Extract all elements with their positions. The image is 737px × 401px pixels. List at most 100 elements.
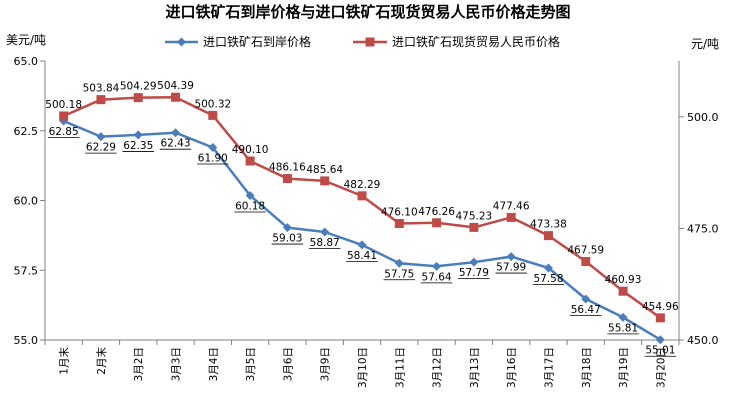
series-1-data-label: 62.43 [160,138,190,150]
series-1-point [357,240,367,250]
series-2-data-label: 476.10 [381,206,418,218]
series-2-point [655,313,665,323]
series-1-point [581,294,591,304]
data-labels: 62.85 62.29 62.35 62.43 61.90 60.18 59.03 58.87… [45,80,679,357]
series-markers [59,92,665,345]
legend-item-arrival-price: 进口铁矿石到岸价格 [165,34,311,49]
x-tick-label: 3月12日 [432,347,444,388]
series-2-data-label: 486.16 [269,162,306,174]
series-1-point [245,190,255,200]
series-1-point [133,130,143,140]
left-y-tick-label: 65.0 [14,55,39,68]
legend-marker-square [365,37,375,47]
series-2-point [618,286,628,296]
left-y-tick-label: 57.5 [14,264,39,277]
series-2-point [133,93,143,103]
right-axis-unit: 元/吨 [691,37,719,51]
x-tick-label: 3月18日 [581,347,593,388]
x-tick-label: 3月17日 [543,347,555,388]
series-2-data-label: 504.39 [157,80,194,92]
series-2-data-label: 473.38 [530,219,567,231]
series-1-point [432,261,442,271]
series-2-point [320,176,330,186]
series-2-data-label: 454.96 [642,301,679,313]
x-tick-label: 3月20日 [655,347,667,388]
series-1-data-label: 58.87 [310,237,340,249]
axes: 55.0 57.5 60.0 62.5 65.0 450.0 475.0 500.0 1月末 2月… [14,55,719,388]
legend-label-arrival-price: 进口铁矿石到岸价格 [203,34,311,49]
series-2-point [506,212,516,222]
series-1-data-label: 58.41 [347,250,377,262]
x-tick-label: 3月4日 [208,347,220,381]
series-1-data-label: 60.18 [235,200,265,212]
x-tick-label: 3月9日 [320,347,332,381]
series-1-point [618,312,628,322]
x-tick-label: 3月6日 [282,347,294,381]
legend-marker-diamond [177,37,186,47]
series-1-data-label: 61.90 [198,152,228,164]
x-tick-label: 3月2日 [133,347,145,381]
series-2-data-label: 475.23 [456,210,493,222]
series-2-point [432,218,442,228]
series-1-data-label: 57.79 [459,267,489,279]
x-tick-label: 3月3日 [171,347,183,381]
series-1-data-label: 55.81 [608,322,638,334]
series-1-point [171,128,181,138]
series-1-point [543,263,553,273]
legend-label-rmb-price: 进口铁矿石现货贸易人民币价格 [392,34,560,49]
series-1-point [96,132,106,142]
series-2-point [171,92,181,102]
series-line-2 [63,95,662,319]
series-1-point [282,223,292,233]
series-2-data-label: 477.46 [493,200,530,212]
series-2-point [581,256,591,266]
series-1-point [394,258,404,268]
series-2-point [96,95,106,105]
series-2-point [208,110,218,120]
series-1-data-label: 57.99 [496,262,526,274]
x-tick-label: 2月末 [95,347,108,375]
left-y-tick-label: 60.0 [14,195,39,208]
series-2-data-label: 490.10 [232,144,269,156]
series-2-data-label: 500.32 [194,98,231,110]
series-2-data-label: 482.29 [344,179,381,191]
series-1-data-label: 57.75 [384,268,414,280]
series-1-data-label: 62.85 [49,126,79,138]
x-tick-label: 3月13日 [469,347,481,388]
series-2-data-label: 500.18 [45,99,82,111]
series-2-point [469,222,479,232]
series-2-point [245,156,255,166]
right-y-tick-label: 450.0 [687,334,719,347]
series-1-point [208,142,218,152]
series-1-point [655,335,665,345]
x-tick-label: 3月19日 [618,347,630,388]
right-y-tick-label: 475.0 [687,222,719,235]
series-2-point [394,218,404,228]
series-1-data-label: 62.29 [86,142,116,154]
series-2-data-label: 467.59 [567,244,604,256]
series-2-point [543,231,553,241]
left-axis-unit: 美元/吨 [6,33,46,47]
x-tick-label: 3月11日 [394,347,406,388]
series-2-point [357,191,367,201]
series-1-data-label: 62.35 [123,140,153,152]
series-2-data-label: 504.29 [120,81,157,93]
series-1-point [506,252,516,262]
series-2-point [282,174,292,184]
series-1-data-label: 56.47 [571,304,601,316]
series-2-point [59,111,69,121]
x-tick-label: 3月16日 [506,347,518,388]
x-tick-label: 3月5日 [245,347,257,381]
legend: 进口铁矿石到岸价格 进口铁矿石现货贸易人民币价格 [165,34,560,49]
x-tick-label: 1月末 [58,347,71,375]
series-1-point [320,227,330,237]
series-2-data-label: 503.84 [83,83,120,95]
series-1-data-label: 57.64 [422,271,452,283]
series-1-data-label: 57.58 [533,273,563,285]
series-2-data-label: 476.26 [418,206,455,218]
x-tick-label: 3月10日 [357,347,369,388]
series-1-data-label: 59.03 [272,233,302,245]
series-1-data-label: 55.01 [645,345,675,357]
left-y-tick-label: 62.5 [14,125,39,138]
